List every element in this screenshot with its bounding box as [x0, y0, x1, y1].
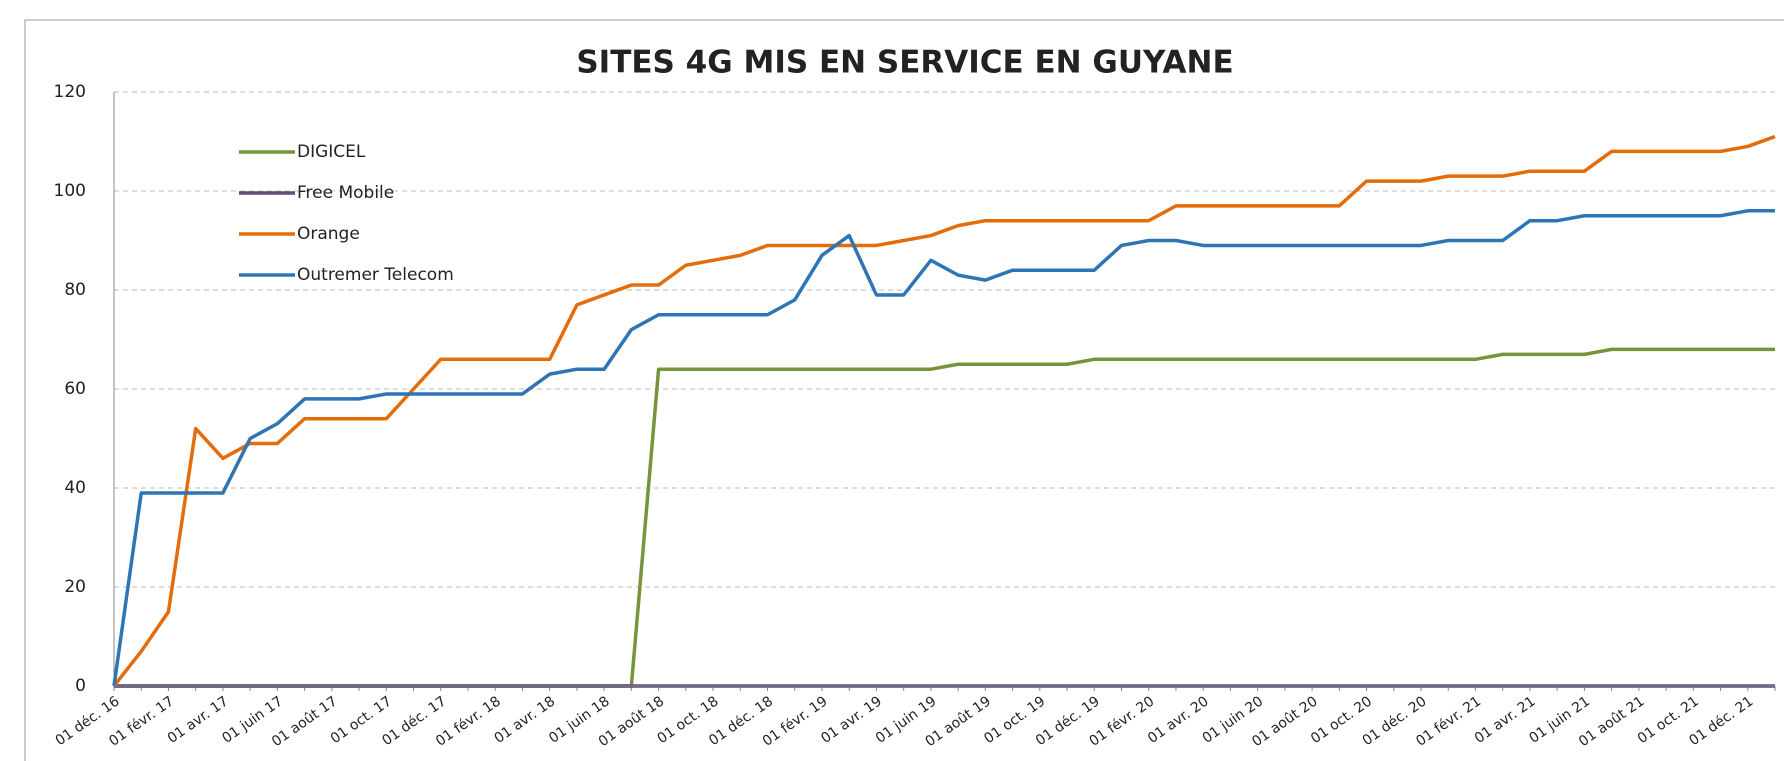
- y-tick-label: 20: [64, 577, 86, 597]
- y-tick-label: 80: [64, 280, 86, 300]
- legend-label: Outremer Telecom: [297, 265, 454, 285]
- legend-label: DIGICEL: [297, 142, 366, 162]
- legend-label: Free Mobile: [297, 183, 394, 203]
- legend-label: Orange: [297, 224, 360, 244]
- chart-title: SITES 4G MIS EN SERVICE EN GUYANE: [576, 45, 1233, 81]
- y-tick-label: 120: [54, 82, 86, 102]
- y-tick-label: 60: [64, 379, 86, 399]
- y-tick-label: 40: [64, 478, 86, 498]
- y-tick-label: 100: [54, 181, 86, 201]
- series-line: [112, 209, 1775, 687]
- chart-frame: [24, 19, 1784, 761]
- y-tick-label: 0: [75, 676, 86, 696]
- series-line: [112, 134, 1776, 688]
